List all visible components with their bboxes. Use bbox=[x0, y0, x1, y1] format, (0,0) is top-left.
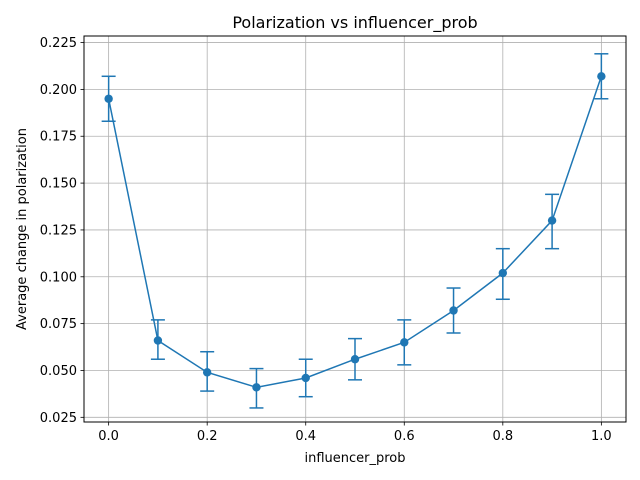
y-tick-label: 0.150 bbox=[40, 177, 77, 192]
y-tick-label: 0.025 bbox=[40, 411, 77, 426]
x-tick-label: 0.0 bbox=[98, 429, 119, 444]
x-tick-label: 0.8 bbox=[492, 429, 513, 444]
data-point bbox=[400, 338, 409, 347]
y-tick-label: 0.200 bbox=[40, 83, 77, 98]
y-tick-label: 0.125 bbox=[40, 223, 77, 238]
x-tick-label: 0.6 bbox=[394, 429, 415, 444]
chart-title: Polarization vs influencer_prob bbox=[232, 13, 477, 33]
plot-area bbox=[101, 53, 609, 409]
data-point bbox=[449, 306, 458, 315]
axes: 0.0 0.2 0.4 0.6 0.8 1.0 0.025 0.050 0.075 0.100 0.… bbox=[40, 36, 612, 444]
data-point bbox=[252, 383, 261, 392]
data-point bbox=[350, 355, 360, 364]
y-tick-label: 0.075 bbox=[40, 317, 77, 332]
y-tick-label: 0.175 bbox=[40, 130, 77, 145]
y-tick-label: 0.050 bbox=[40, 364, 77, 379]
data-point bbox=[301, 373, 310, 383]
x-tick-label: 0.2 bbox=[197, 429, 218, 444]
data-point bbox=[498, 268, 508, 278]
grid bbox=[84, 36, 626, 422]
data-point bbox=[153, 336, 163, 345]
x-tick-label: 1.0 bbox=[591, 429, 612, 444]
x-axis-label: influencer_prob bbox=[304, 451, 405, 466]
data-point bbox=[202, 368, 212, 377]
data-point bbox=[104, 94, 113, 103]
data-point bbox=[597, 72, 606, 81]
y-tick-label: 0.225 bbox=[40, 36, 77, 51]
y-tick-label: 0.100 bbox=[40, 270, 77, 285]
axes-frame bbox=[83, 35, 627, 423]
data-point bbox=[547, 216, 557, 225]
y-axis-label: Average change in polarization bbox=[15, 128, 30, 330]
x-tick-label: 0.4 bbox=[295, 429, 316, 444]
